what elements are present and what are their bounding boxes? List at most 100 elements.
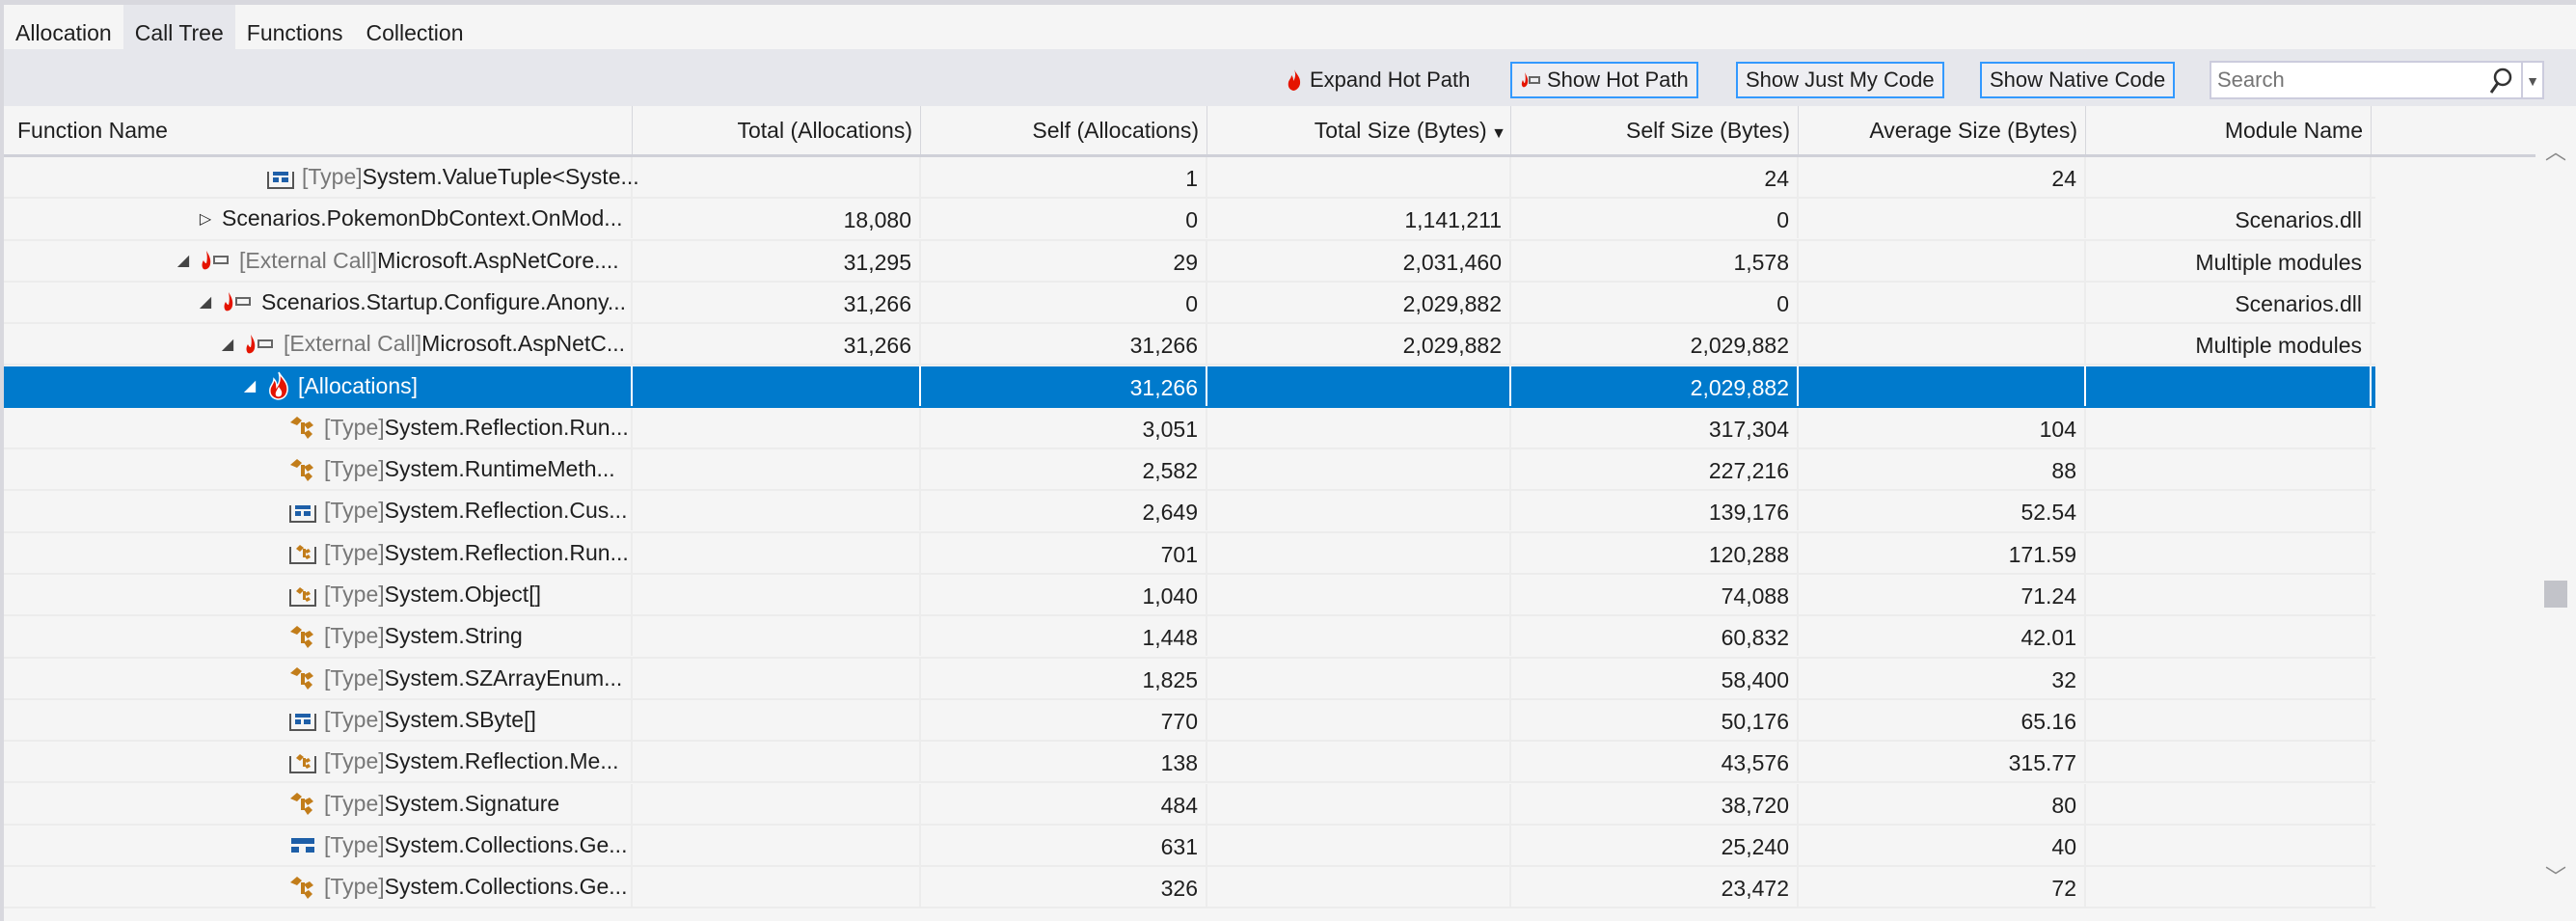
total-size-cell: 2,029,882 (1207, 324, 1511, 365)
module-name-cell (2086, 867, 2372, 907)
module-name-cell: Multiple modules (2086, 240, 2372, 281)
total-size-cell (1207, 616, 1511, 657)
function-name-cell: [Type]System.SByte[] (4, 699, 633, 740)
function-name-content: [Type]System.String (262, 616, 523, 656)
function-name-text: [Allocations] (298, 372, 419, 398)
tab-collection[interactable]: Collection (366, 20, 464, 45)
collapse-triangle-icon[interactable]: ◢ (176, 253, 190, 270)
table-row[interactable]: [Type]System.SByte[] 770 50,176 65.16 (4, 699, 2375, 743)
average-size-cell: 315.77 (1799, 742, 2086, 782)
table-row[interactable]: [Type]System.Reflection.Me... 138 43,576 31… (4, 742, 2375, 784)
total-size-cell (1207, 407, 1511, 447)
table-row[interactable]: [Type]System.Collections.Ge... 631 25,240 4… (4, 825, 2375, 868)
self-allocations-cell: 2,649 (921, 491, 1207, 531)
window-border (0, 0, 2576, 5)
self-allocations-cell: 484 (921, 783, 1207, 824)
total-allocations-cell (633, 658, 921, 698)
column-header-function-name[interactable]: Function Name (4, 106, 633, 154)
table-row[interactable]: [Type]System.Collections.Ge... 326 23,472 7… (4, 867, 2375, 909)
self-allocations-cell: 0 (921, 199, 1207, 239)
show-just-my-code-button[interactable]: Show Just My Code (1736, 62, 1944, 98)
self-allocations-cell: 770 (921, 699, 1207, 740)
module-name-cell (2086, 449, 2372, 490)
expand-hot-path-button[interactable]: Expand Hot Path (1287, 62, 1470, 98)
function-name-cell: [Type]System.Reflection.Run... (4, 532, 633, 573)
average-size-cell: 72 (1799, 867, 2086, 907)
table-row[interactable]: ◢ Scenarios.Startup.Configure.Anony... 31,… (4, 282, 2375, 325)
column-header-total-allocations[interactable]: Total (Allocations) (633, 106, 921, 154)
class-array-icon (288, 539, 317, 566)
show-native-code-button[interactable]: Show Native Code (1980, 62, 2176, 98)
function-name: [Type]System.SZArrayEnum... (324, 665, 622, 691)
average-size-cell: 24 (1799, 157, 2086, 197)
hot-path-icon (244, 332, 277, 357)
table-row[interactable]: [Type]System.RuntimeMeth... 2,582 227,216 8… (4, 449, 2375, 492)
function-name: [Type]System.RuntimeMeth... (324, 456, 615, 482)
vertical-scrollbar[interactable]: ︿ ﹀ (2535, 106, 2576, 921)
total-size-cell: 2,031,460 (1207, 240, 1511, 281)
show-hot-path-label: Show Hot Path (1547, 68, 1689, 92)
total-allocations-cell (633, 616, 921, 657)
column-header-self-size[interactable]: Self Size (Bytes) (1511, 106, 1799, 154)
module-name-cell (2086, 407, 2372, 447)
self-allocations-cell: 3,051 (921, 407, 1207, 447)
table-row[interactable]: [Type]System.Reflection.Cus... 2,649 139,1… (4, 491, 2375, 533)
function-kind-prefix: [Type] (324, 539, 385, 565)
show-hot-path-button[interactable]: Show Hot Path (1510, 62, 1698, 98)
expand-triangle-icon[interactable]: ▷ (199, 210, 212, 228)
total-allocations-cell: 31,266 (633, 282, 921, 322)
view-tabs: Allocation Call Tree Functions Collectio… (4, 5, 475, 49)
total-size-cell: 1,141,211 (1207, 199, 1511, 239)
search-options-dropdown[interactable]: ▼ (2523, 61, 2544, 99)
table-row[interactable]: [Type]System.Reflection.Run... 701 120,288… (4, 532, 2375, 575)
function-name-content: ◢ [External Call]Microsoft.AspNetCore.... (174, 241, 619, 281)
search-input[interactable] (2211, 68, 2472, 93)
self-size-cell: 38,720 (1511, 783, 1799, 824)
tab-call-tree[interactable]: Call Tree (122, 5, 235, 49)
scroll-down-icon[interactable]: ﹀ (2545, 865, 2567, 889)
search-icon[interactable] (2488, 68, 2513, 95)
tab-allocation[interactable]: Allocation (15, 20, 112, 45)
total-allocations-cell: 31,266 (633, 324, 921, 365)
tab-functions[interactable]: Functions (246, 20, 343, 45)
function-kind-prefix: [Type] (324, 582, 385, 607)
table-row[interactable]: ◢ [Allocations] 31,266 2,029,882 (4, 366, 2375, 408)
column-header-average-size[interactable]: Average Size (Bytes) (1799, 106, 2086, 154)
collapse-triangle-icon[interactable]: ◢ (221, 336, 234, 353)
function-name-text: System.Collections.Ge... (384, 831, 628, 857)
scroll-up-icon[interactable]: ︿ (2545, 140, 2567, 164)
function-name-cell: [Type]System.String (4, 616, 633, 657)
column-header-total-size[interactable]: Total Size (Bytes) ▼ (1207, 106, 1511, 154)
table-row[interactable]: [Type]System.String 1,448 60,832 42.01 (4, 616, 2375, 659)
self-allocations-cell: 1,825 (921, 658, 1207, 698)
collapse-triangle-icon[interactable]: ◢ (243, 378, 257, 394)
function-name-content: [Type]System.Signature (262, 784, 559, 824)
struct-array-icon (266, 164, 295, 191)
function-name-content: [Type]System.Collections.Ge... (262, 867, 627, 907)
collapse-triangle-icon[interactable]: ◢ (199, 294, 212, 312)
struct-icon (288, 831, 317, 858)
table-row[interactable]: [Type]System.Reflection.Run... 3,051 317,3… (4, 407, 2375, 450)
column-header-self-allocations[interactable]: Self (Allocations) (921, 106, 1207, 154)
table-row[interactable]: ◢ [External Call]Microsoft.AspNetCore....… (4, 240, 2375, 283)
average-size-cell: 65.16 (1799, 699, 2086, 740)
total-allocations-cell (633, 532, 921, 573)
self-allocations-cell: 31,266 (921, 324, 1207, 365)
function-name: [Type]System.Object[] (324, 582, 541, 608)
table-row[interactable]: [Type]System.ValueTuple<Syste... 1 24 24 (4, 157, 2375, 200)
table-row[interactable]: ◢ [External Call]Microsoft.AspNetC... 31,2… (4, 324, 2375, 366)
table-row[interactable]: [Type]System.Signature 484 38,720 80 (4, 783, 2375, 826)
scrollbar-thumb[interactable] (2544, 581, 2567, 608)
function-name: Scenarios.PokemonDbContext.OnMod... (222, 205, 622, 231)
table-row[interactable]: [Type]System.Object[] 1,040 74,088 71.24 (4, 575, 2375, 617)
class-icon (288, 623, 317, 650)
total-size-cell (1207, 449, 1511, 490)
column-header-module-name[interactable]: Module Name (2086, 106, 2372, 154)
function-kind-prefix: [Type] (324, 414, 385, 440)
function-name-content: [Type]System.Reflection.Run... (262, 408, 629, 447)
table-row[interactable]: [Type]System.SZArrayEnum... 1,825 58,400 32 (4, 658, 2375, 700)
table-row[interactable]: ▷ Scenarios.PokemonDbContext.OnMod... 18,0… (4, 199, 2375, 241)
function-name-text: System.Collections.Ge... (384, 874, 628, 900)
self-size-cell: 25,240 (1511, 825, 1799, 865)
struct-array-icon (288, 498, 317, 525)
